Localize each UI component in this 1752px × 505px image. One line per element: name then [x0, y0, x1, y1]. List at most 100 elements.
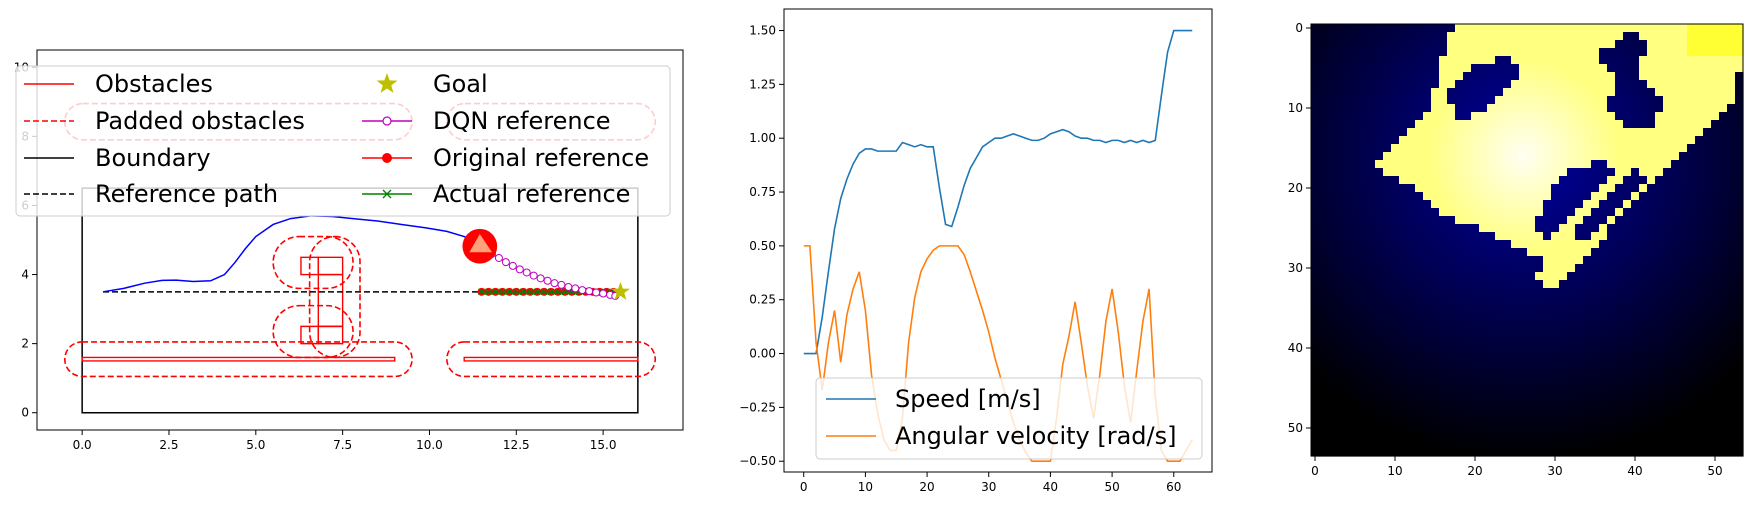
heatmap-cell — [1567, 96, 1576, 105]
heatmap-cell — [1615, 256, 1624, 265]
heatmap-cell — [1319, 424, 1328, 433]
heatmap-cell — [1639, 344, 1648, 353]
heatmap-cell — [1407, 56, 1416, 65]
heatmap-cell — [1663, 128, 1672, 137]
heatmap-cell — [1567, 440, 1576, 449]
dqn-reference-marker — [564, 282, 573, 291]
heatmap-cell — [1511, 352, 1520, 361]
heatmap-cell — [1511, 32, 1520, 41]
heatmap-cell — [1655, 288, 1664, 297]
heatmap-cell — [1711, 344, 1720, 353]
heatmap-cell — [1511, 416, 1520, 425]
heatmap-cell — [1503, 112, 1512, 121]
heatmap-cell — [1391, 64, 1400, 73]
heatmap-cell — [1479, 328, 1488, 337]
heatmap-cell — [1415, 192, 1424, 201]
heatmap-cell — [1623, 208, 1632, 217]
heatmap-cell — [1535, 312, 1544, 321]
heatmap-cell — [1527, 416, 1536, 425]
heatmap-cell — [1575, 336, 1584, 345]
heatmap-cell — [1447, 288, 1456, 297]
heatmap-cell — [1695, 384, 1704, 393]
heatmap-cell — [1471, 256, 1480, 265]
heatmap-cell — [1423, 208, 1432, 217]
dqn-reference-marker — [529, 271, 538, 280]
heatmap-cell — [1423, 24, 1432, 33]
heatmap-cell — [1607, 328, 1616, 337]
heatmap-cell — [1727, 424, 1736, 433]
heatmap-cell — [1679, 112, 1688, 121]
heatmap-cell — [1479, 40, 1488, 49]
heatmap-cell — [1543, 112, 1552, 121]
heatmap-cell — [1631, 384, 1640, 393]
heatmap-cell — [1351, 160, 1360, 169]
dqn-reference-marker — [550, 279, 559, 288]
heatmap-cell — [1559, 376, 1568, 385]
heatmap-cell — [1495, 48, 1504, 57]
heatmap-cell — [1615, 376, 1624, 385]
heatmap-cell — [1415, 256, 1424, 265]
heatmap-cell — [1671, 448, 1680, 457]
heatmap-cell — [1351, 392, 1360, 401]
heatmap-cell — [1335, 280, 1344, 289]
heatmap-cell — [1671, 104, 1680, 113]
heatmap-cell — [1655, 448, 1664, 457]
heatmap-cell — [1375, 96, 1384, 105]
heatmap-cell — [1527, 368, 1536, 377]
heatmap-cell — [1367, 48, 1376, 57]
heatmap-cell — [1367, 136, 1376, 145]
heatmap-cell — [1447, 272, 1456, 281]
heatmap-cell — [1431, 32, 1440, 41]
heatmap-xtick-label: 40 — [1627, 464, 1642, 478]
heatmap-cell — [1343, 168, 1352, 177]
heatmap-cell — [1391, 208, 1400, 217]
heatmap-cell — [1327, 72, 1336, 81]
heatmap-cell — [1311, 64, 1320, 73]
heatmap-cell — [1487, 344, 1496, 353]
heatmap-cell — [1591, 40, 1600, 49]
heatmap-cell — [1535, 280, 1544, 289]
heatmap-cell — [1415, 352, 1424, 361]
heatmap-cell — [1639, 96, 1648, 105]
heatmap-cell — [1623, 440, 1632, 449]
heatmap-cell — [1391, 120, 1400, 129]
heatmap-cell — [1423, 408, 1432, 417]
heatmap-cell — [1631, 64, 1640, 73]
heatmap-cell — [1719, 368, 1728, 377]
heatmap-cell — [1511, 344, 1520, 353]
heatmap-cell — [1471, 368, 1480, 377]
heatmap-cell — [1735, 176, 1744, 185]
heatmap-cell — [1423, 104, 1432, 113]
heatmap-cell — [1575, 192, 1584, 201]
heatmap-cell — [1543, 144, 1552, 153]
heatmap-cell — [1727, 136, 1736, 145]
heatmap-cell — [1375, 432, 1384, 441]
heatmap-cell — [1559, 368, 1568, 377]
heatmap-cell — [1471, 312, 1480, 321]
heatmap-cell — [1639, 248, 1648, 257]
heatmap-cell — [1463, 352, 1472, 361]
heatmap-cell — [1447, 392, 1456, 401]
heatmap-cell — [1399, 368, 1408, 377]
heatmap-cell — [1319, 416, 1328, 425]
heatmap-cell — [1543, 24, 1552, 33]
heatmap-cell — [1623, 384, 1632, 393]
heatmap-cell — [1511, 328, 1520, 337]
heatmap-cell — [1431, 136, 1440, 145]
heatmap-cell — [1327, 104, 1336, 113]
heatmap-cell — [1359, 104, 1368, 113]
heatmap-cell — [1487, 152, 1496, 161]
heatmap-cell — [1359, 96, 1368, 105]
heatmap-cell — [1527, 200, 1536, 209]
heatmap-cell — [1647, 272, 1656, 281]
heatmap-cell — [1631, 288, 1640, 297]
heatmap-cell — [1327, 224, 1336, 233]
heatmap-cell — [1527, 48, 1536, 57]
heatmap-cell — [1503, 280, 1512, 289]
heatmap-cell — [1319, 328, 1328, 337]
heatmap-cell — [1519, 416, 1528, 425]
heatmap-cell — [1679, 80, 1688, 89]
heatmap-cell — [1479, 112, 1488, 121]
heatmap-cell — [1463, 160, 1472, 169]
heatmap-cell — [1455, 376, 1464, 385]
